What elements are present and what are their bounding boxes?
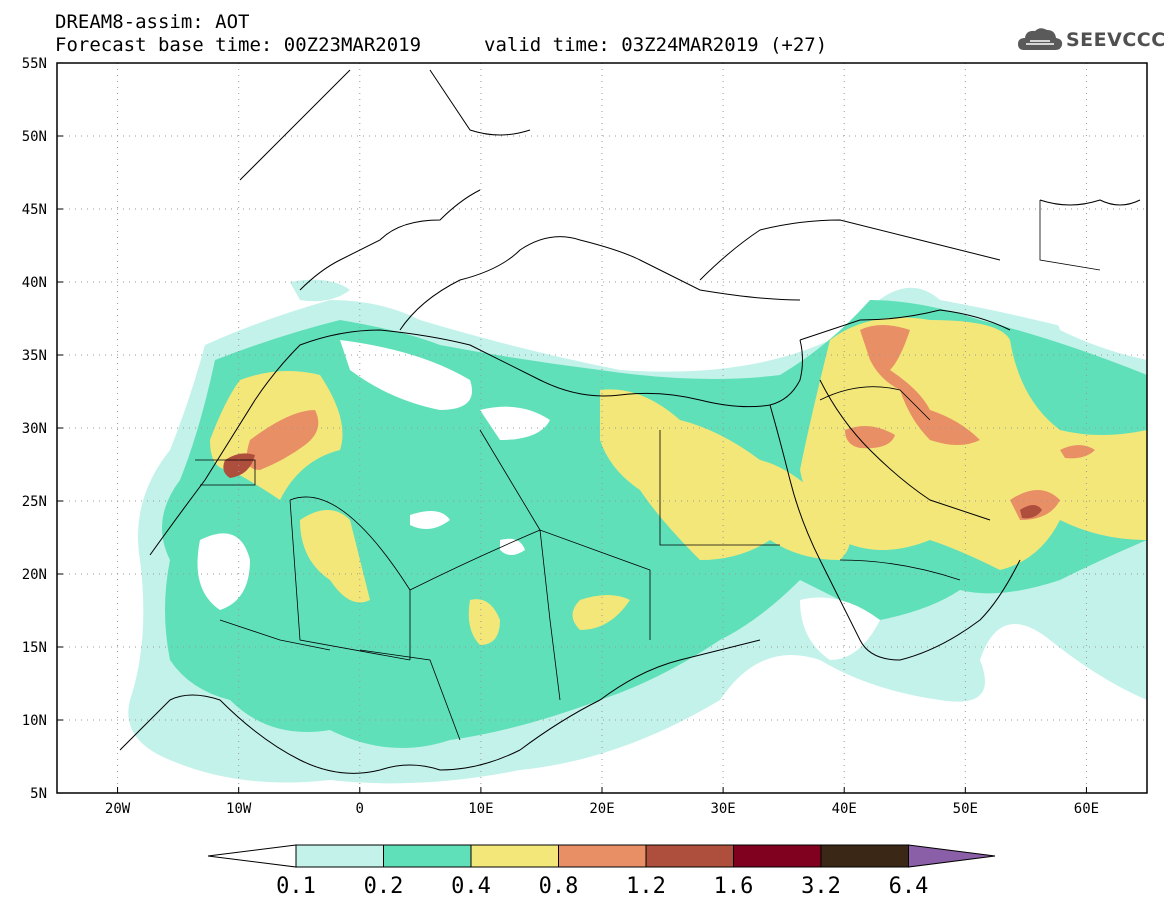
lon-label: 10E [468,801,493,817]
lat-label: 40N [22,275,47,291]
logo-text: SEEVCCC [1066,29,1165,51]
lat-label: 50N [22,129,47,145]
colorbar-label: 1.2 [626,874,666,899]
lon-label: 30E [710,801,735,817]
colorbar-box [383,844,472,868]
lat-label: 45N [22,202,47,218]
lat-label: 20N [22,567,47,583]
colorbar-box [295,844,384,868]
lat-label: 15N [22,640,47,656]
colorbar-label: 0.4 [451,874,491,899]
lon-label: 40E [832,801,857,817]
colorbar-label: 6.4 [889,874,929,899]
lat-label: 25N [22,494,47,510]
colorbar-min-arrow [207,844,297,868]
coastlines [119,69,1141,774]
lon-label: 10W [226,801,252,817]
colorbar-max-arrow [908,844,996,868]
lon-label: 20W [105,801,131,817]
lat-label: 10N [22,713,47,729]
colorbar-label: 3.2 [801,874,841,899]
lon-label: 20E [589,801,614,817]
colorbar-label: 0.1 [276,874,316,899]
colorbar-box [470,844,559,868]
colorbar-box [733,844,822,868]
lat-label: 35N [22,348,47,364]
colorbar-label: 0.2 [364,874,404,899]
lat-label: 5N [30,786,47,802]
aot-clear-areas [197,300,1147,660]
colorbar-label: 1.6 [714,874,754,899]
lat-label: 30N [22,421,47,437]
country-borders [195,200,1101,741]
colorbar-box [820,844,909,868]
lon-label: 60E [1074,801,1099,817]
colorbar-label: 0.8 [539,874,579,899]
forecast-base-time: Forecast base time: 00Z23MAR2019 [55,34,422,56]
colorbar-box [645,844,734,868]
lon-label: 0 [356,801,364,817]
latitude-labels: 55N 50N 45N 40N 35N 30N 25N 20N 15N 10N 5N [22,56,63,802]
longitude-labels: 20W 10W 0 10E 20E 30E 40E 50E 60E [105,787,1099,817]
cloud-icon [1018,28,1063,50]
map-title: DREAM8-assim: AOT [55,11,250,33]
lon-label: 50E [953,801,978,817]
lat-label: 55N [22,56,47,72]
colorbar-box [558,844,647,868]
valid-time: valid time: 03Z24MAR2019 (+27) [484,34,828,56]
